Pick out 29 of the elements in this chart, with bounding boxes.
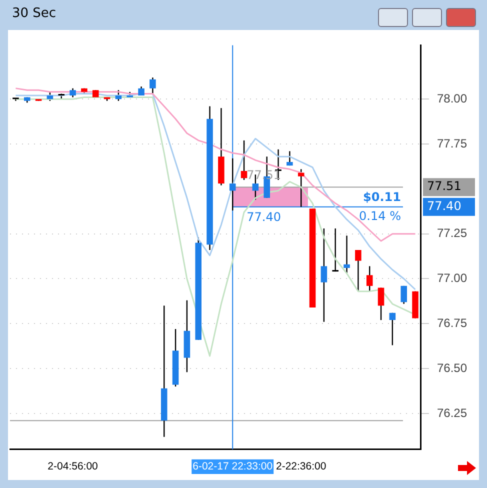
annotation: $0.11 bbox=[363, 190, 401, 204]
text: 77.40 bbox=[426, 199, 462, 214]
annotation: 0.14 % bbox=[359, 209, 401, 224]
y-tick-label: 76.25 bbox=[436, 406, 468, 420]
y-tick-label: 76.75 bbox=[436, 316, 468, 330]
candlestick bbox=[150, 76, 156, 94]
y-tick-label: 77.25 bbox=[436, 226, 468, 240]
candlestick bbox=[115, 90, 122, 102]
candlestick bbox=[344, 235, 350, 274]
candlestick bbox=[332, 228, 338, 272]
candlestick bbox=[366, 266, 373, 292]
y-tick-label: 76.50 bbox=[436, 360, 468, 375]
candlestick bbox=[400, 285, 407, 304]
y-tick-label: 77.75 bbox=[436, 136, 468, 150]
candlestick bbox=[240, 140, 248, 181]
ref-line-label: 77.40 bbox=[246, 210, 281, 224]
x-tick-label: 2-22:36:00 bbox=[276, 460, 326, 473]
x-tick-label: 6-02-17 22:33:00 bbox=[192, 460, 273, 473]
candlestick bbox=[378, 287, 384, 321]
candlestick bbox=[355, 249, 362, 292]
candlestick bbox=[389, 312, 396, 346]
chart-title: 30 Sec bbox=[12, 6, 56, 21]
y-tick-label: 77.00 bbox=[436, 271, 468, 286]
x-tick-label: 2-04:56:00 bbox=[48, 460, 98, 473]
candlestick bbox=[286, 150, 293, 166]
candlestick bbox=[298, 168, 304, 208]
candlestick bbox=[320, 228, 328, 322]
text: 77.51 bbox=[426, 179, 462, 194]
y-tick-label: 78.00 bbox=[436, 91, 468, 106]
